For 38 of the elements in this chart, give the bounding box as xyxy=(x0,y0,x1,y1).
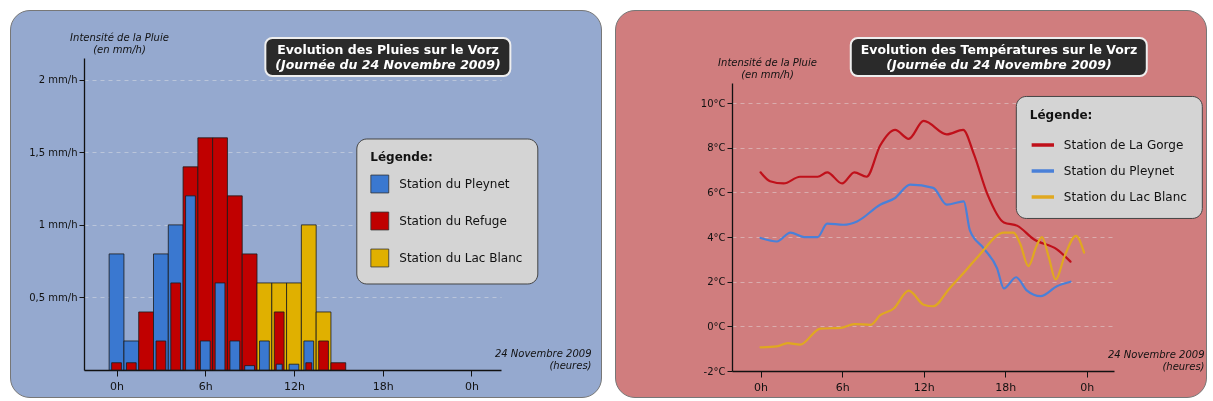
y-tick-label: 8°C xyxy=(707,142,726,154)
chart-subtitle: (Journée du 24 Novembre 2009) xyxy=(275,57,501,72)
y-tick-label: 1,5 mm/h xyxy=(29,146,78,158)
y-tick-label: 2 mm/h xyxy=(38,74,78,86)
x-tick-label: 6h xyxy=(835,380,850,394)
chart-title: Evolution des Températures sur le Vorz xyxy=(860,42,1138,57)
x-axis-title: 24 Novembre 2009 (heures) xyxy=(494,347,592,371)
chart-subtitle: (Journée du 24 Novembre 2009) xyxy=(885,57,1113,72)
legend-label: Station du Lac Blanc xyxy=(399,251,523,265)
y-axis-title: Intensité de la Pluie (en mm/h) xyxy=(718,56,817,80)
y-tick-label: 0,5 mm/h xyxy=(29,291,78,303)
line-series xyxy=(759,231,1086,349)
x-tick-label: 0h xyxy=(1080,380,1095,394)
x-tick-label: 12h xyxy=(913,380,935,394)
y-axis-title: Intensité de la Pluie (en mm/h) xyxy=(70,31,169,55)
y-tick-label: 2°C xyxy=(707,276,726,288)
x-tick-label: 6h xyxy=(198,379,213,393)
y-tick-label: -2°C xyxy=(703,365,726,377)
y-tick-label: 6°C xyxy=(707,186,726,198)
legend-title: Légende: xyxy=(370,150,433,165)
y-tick-label: 4°C xyxy=(707,231,726,243)
legend-label: Station du Lac Blanc xyxy=(1063,189,1187,204)
y-tick-label: 1 mm/h xyxy=(38,219,78,231)
x-tick-label: 18h xyxy=(372,379,394,393)
x-tick-label: 18h xyxy=(995,380,1017,394)
y-tick-label: 10°C xyxy=(700,97,726,109)
x-tick-label: 0h xyxy=(464,379,479,393)
y-tick-label: 0°C xyxy=(707,320,726,332)
legend-title: Légende: xyxy=(1029,107,1093,122)
legend-label: Station de La Gorge xyxy=(1063,137,1184,152)
legend-label: Station du Pleynet xyxy=(1063,163,1175,178)
legend-label: Station du Refuge xyxy=(399,214,507,228)
chart-title: Evolution des Pluies sur le Vorz xyxy=(276,42,500,57)
x-axis-title: 24 Novembre 2009 (heures) xyxy=(1107,348,1205,372)
x-tick-label: 0h xyxy=(110,379,125,393)
legend-label: Station du Pleynet xyxy=(399,177,510,191)
x-tick-label: 12h xyxy=(283,379,305,393)
x-tick-label: 0h xyxy=(754,380,769,394)
